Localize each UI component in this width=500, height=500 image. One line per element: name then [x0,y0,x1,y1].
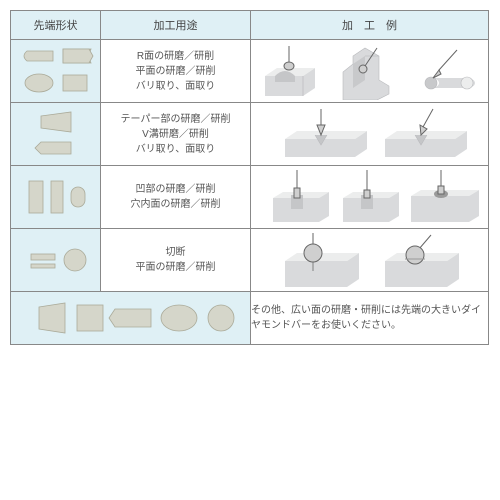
use-cell-2: テーパー部の研磨／研削 V溝研磨／研削 バリ取り、面取り [101,103,251,166]
use-line: R面の研磨／研削 [101,49,250,64]
table-row: 切断 平面の研磨／研削 [11,229,489,292]
shape-cell-footer [11,292,251,345]
header-example: 加 工 例 [251,11,489,40]
use-line: 平面の研磨／研削 [101,260,250,275]
table-row: テーパー部の研磨／研削 V溝研磨／研削 バリ取り、面取り [11,103,489,166]
header-use: 加工用途 [101,11,251,40]
example-cell-4 [251,229,489,292]
use-line: 凹部の研磨／研削 [101,182,250,197]
use-cell-1: R面の研磨／研削 平面の研磨／研削 バリ取り、面取り [101,40,251,103]
use-line: V溝研磨／研削 [101,127,250,142]
shape-cell-4 [11,229,101,292]
footer-row: その他、広い面の研磨・研削には先端の大きいダイヤモンドバーをお使いください。 [11,292,489,345]
table-row: R面の研磨／研削 平面の研磨／研削 バリ取り、面取り [11,40,489,103]
shape-cell-1 [11,40,101,103]
use-line: バリ取り、面取り [101,142,250,157]
use-line: 穴内面の研磨／研削 [101,197,250,212]
use-line: 切断 [101,245,250,260]
tool-table: 先端形状 加工用途 加 工 例 R面の研磨／研削 平面の研磨／研削 バリ取り、面… [10,10,489,345]
use-line: テーパー部の研磨／研削 [101,112,250,127]
table-row: 凹部の研磨／研削 穴内面の研磨／研削 [11,166,489,229]
header-row: 先端形状 加工用途 加 工 例 [11,11,489,40]
shape-cell-2 [11,103,101,166]
use-line: 平面の研磨／研削 [101,64,250,79]
shape-cell-3 [11,166,101,229]
example-cell-1 [251,40,489,103]
use-cell-4: 切断 平面の研磨／研削 [101,229,251,292]
header-shape: 先端形状 [11,11,101,40]
footer-text: その他、広い面の研磨・研削には先端の大きいダイヤモンドバーをお使いください。 [251,292,489,345]
example-cell-2 [251,103,489,166]
example-cell-3 [251,166,489,229]
use-line: バリ取り、面取り [101,79,250,94]
use-cell-3: 凹部の研磨／研削 穴内面の研磨／研削 [101,166,251,229]
